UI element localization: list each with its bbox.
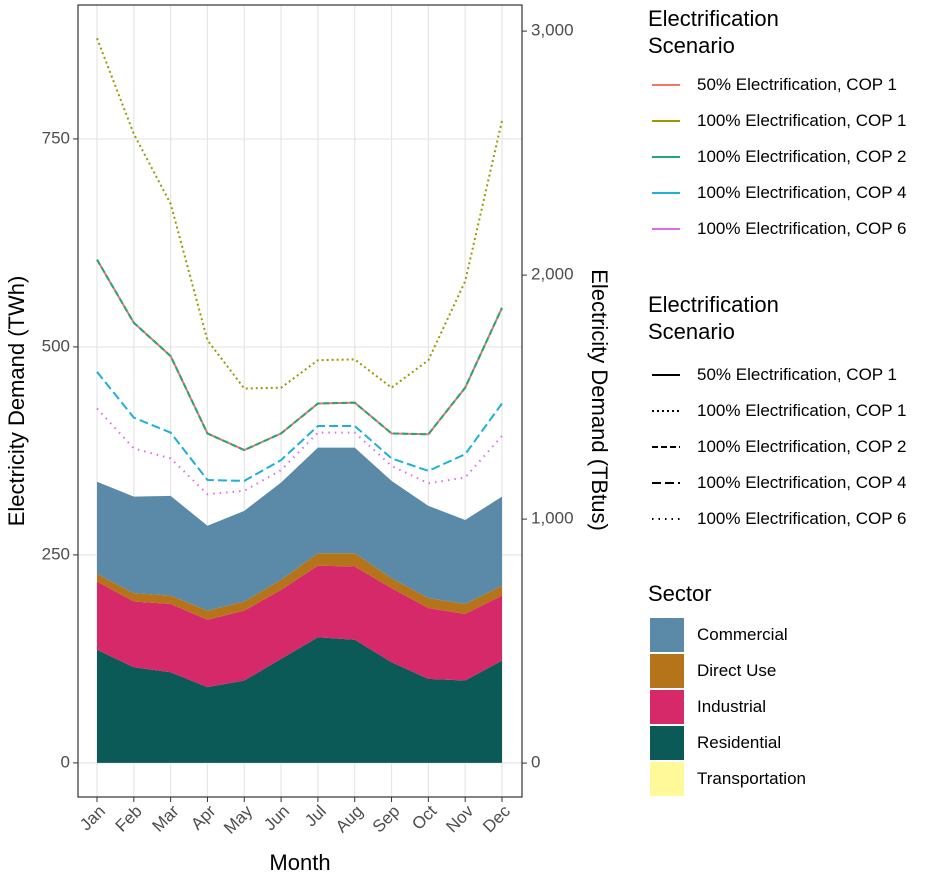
y-tick-label: 500 — [42, 336, 70, 355]
line — [96, 37, 503, 390]
x-tick-label: Mar — [148, 801, 182, 835]
legend-key — [652, 192, 680, 194]
x-tick-label: Jul — [301, 802, 330, 831]
legend-label: Industrial — [697, 697, 766, 716]
plot-border — [77, 4, 523, 798]
area — [97, 637, 502, 763]
legend-label: Commercial — [697, 625, 788, 644]
x-tick-label: Jun — [260, 802, 293, 835]
y-tick-label: 250 — [42, 544, 70, 563]
legend-key — [652, 410, 680, 412]
line — [96, 259, 503, 452]
x-tick-label: Aug — [332, 802, 367, 837]
legend-label: Residential — [697, 733, 782, 752]
x-tick-label: Feb — [112, 802, 146, 836]
legend-key — [652, 482, 680, 484]
legend-swatch — [650, 690, 684, 724]
legend-label: Transportation — [697, 769, 806, 788]
x-tick-label: Apr — [187, 801, 219, 833]
legend-key — [650, 690, 684, 724]
y2-tick-label: 0 — [531, 753, 540, 772]
legend-label: 50% Electrification, COP 1 — [697, 365, 897, 384]
x-tick-label: May — [220, 801, 256, 837]
legend-key — [652, 120, 680, 122]
legend-label: 100% Electrification, COP 1 — [697, 401, 907, 420]
legend-label: 50% Electrification, COP 1 — [697, 75, 897, 94]
y2-tick-label: 3,000 — [531, 21, 574, 40]
y-tick-label: 750 — [42, 128, 70, 147]
y2-tick-label: 2,000 — [531, 265, 574, 284]
legend-label: 100% Electrification, COP 6 — [697, 509, 907, 528]
legend-swatch — [650, 726, 684, 760]
legend-key — [652, 228, 680, 230]
legend-label: 100% Electrification, COP 2 — [697, 147, 907, 166]
legend-swatch — [650, 762, 684, 796]
x-tick-label: Nov — [442, 801, 477, 836]
legend-title: Sector — [648, 581, 712, 606]
legend-label: Direct Use — [697, 661, 777, 680]
legend-swatch — [650, 618, 684, 652]
legend-swatch — [650, 654, 684, 688]
area — [97, 565, 502, 688]
legend-key — [652, 518, 680, 520]
legend-title: Electrification Scenario — [648, 6, 779, 58]
area — [97, 447, 502, 611]
y2-axis-title: Electricity Demand (TBtus) — [587, 269, 612, 531]
y-tick-label: 0 — [61, 752, 70, 771]
legend-key — [652, 446, 680, 448]
y2-tick-label: 1,000 — [531, 509, 574, 528]
legend-label: 100% Electrification, COP 1 — [697, 111, 907, 130]
x-tick-label: Dec — [479, 801, 514, 836]
line — [96, 259, 503, 452]
x-tick-label: Jan — [76, 802, 109, 835]
legend-label: 100% Electrification, COP 2 — [697, 437, 907, 456]
y-axis-title: Electricity Demand (TWh) — [4, 276, 29, 527]
legend-key — [652, 374, 680, 376]
legend-key — [650, 618, 684, 652]
x-tick-label: Sep — [369, 802, 404, 837]
legend-title: Electrification Scenario — [648, 292, 779, 344]
legend-label: 100% Electrification, COP 4 — [697, 183, 907, 202]
x-axis-title: Month — [269, 850, 330, 875]
legend-key — [652, 156, 680, 158]
legend-key — [652, 84, 680, 86]
x-tick-label: Oct — [408, 801, 440, 833]
legend-key — [650, 726, 684, 760]
legend-key — [650, 654, 684, 688]
legend-label: 100% Electrification, COP 4 — [697, 473, 907, 492]
legend-key — [650, 762, 684, 796]
legend-label: 100% Electrification, COP 6 — [697, 219, 907, 238]
line — [96, 371, 503, 482]
